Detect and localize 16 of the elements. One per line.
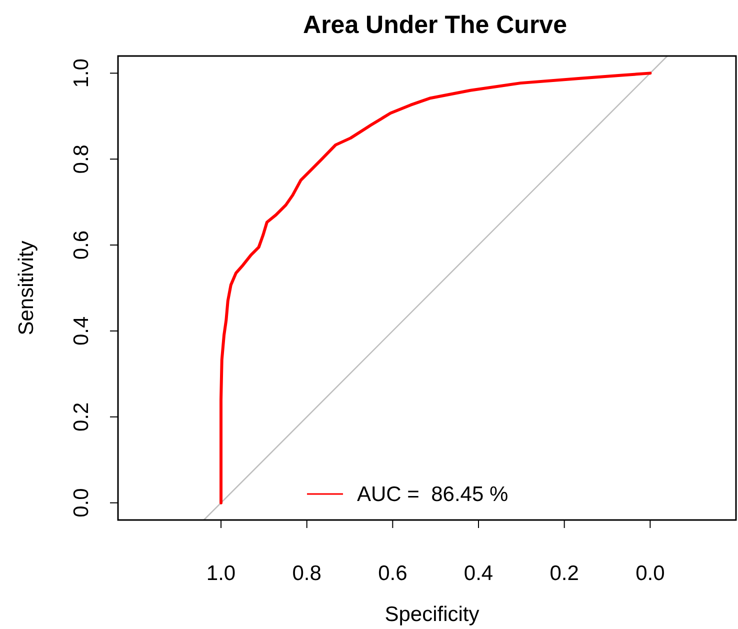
y-tick-label: 0.4 [70,316,93,346]
x-tick-label: 0.8 [292,562,322,585]
y-tick-label: 0.2 [70,402,93,432]
x-tick-label: 1.0 [206,562,236,585]
x-tick-label: 0.6 [378,562,408,585]
y-tick-label: 0.8 [70,144,93,174]
x-tick-label: 0.4 [464,562,494,585]
legend-label: AUC = 86.45 % [357,483,508,506]
chart-title: Area Under The Curve [303,11,568,39]
x-axis-title: Specificity [384,603,480,626]
y-tick-label: 0.0 [70,488,93,518]
y-tick-label: 0.6 [70,230,93,260]
x-tick-label: 0.2 [550,562,579,585]
x-tick-label: 0.0 [636,562,665,585]
y-axis-title: Sensitivity [15,240,38,336]
y-tick-label: 1.0 [70,58,93,88]
